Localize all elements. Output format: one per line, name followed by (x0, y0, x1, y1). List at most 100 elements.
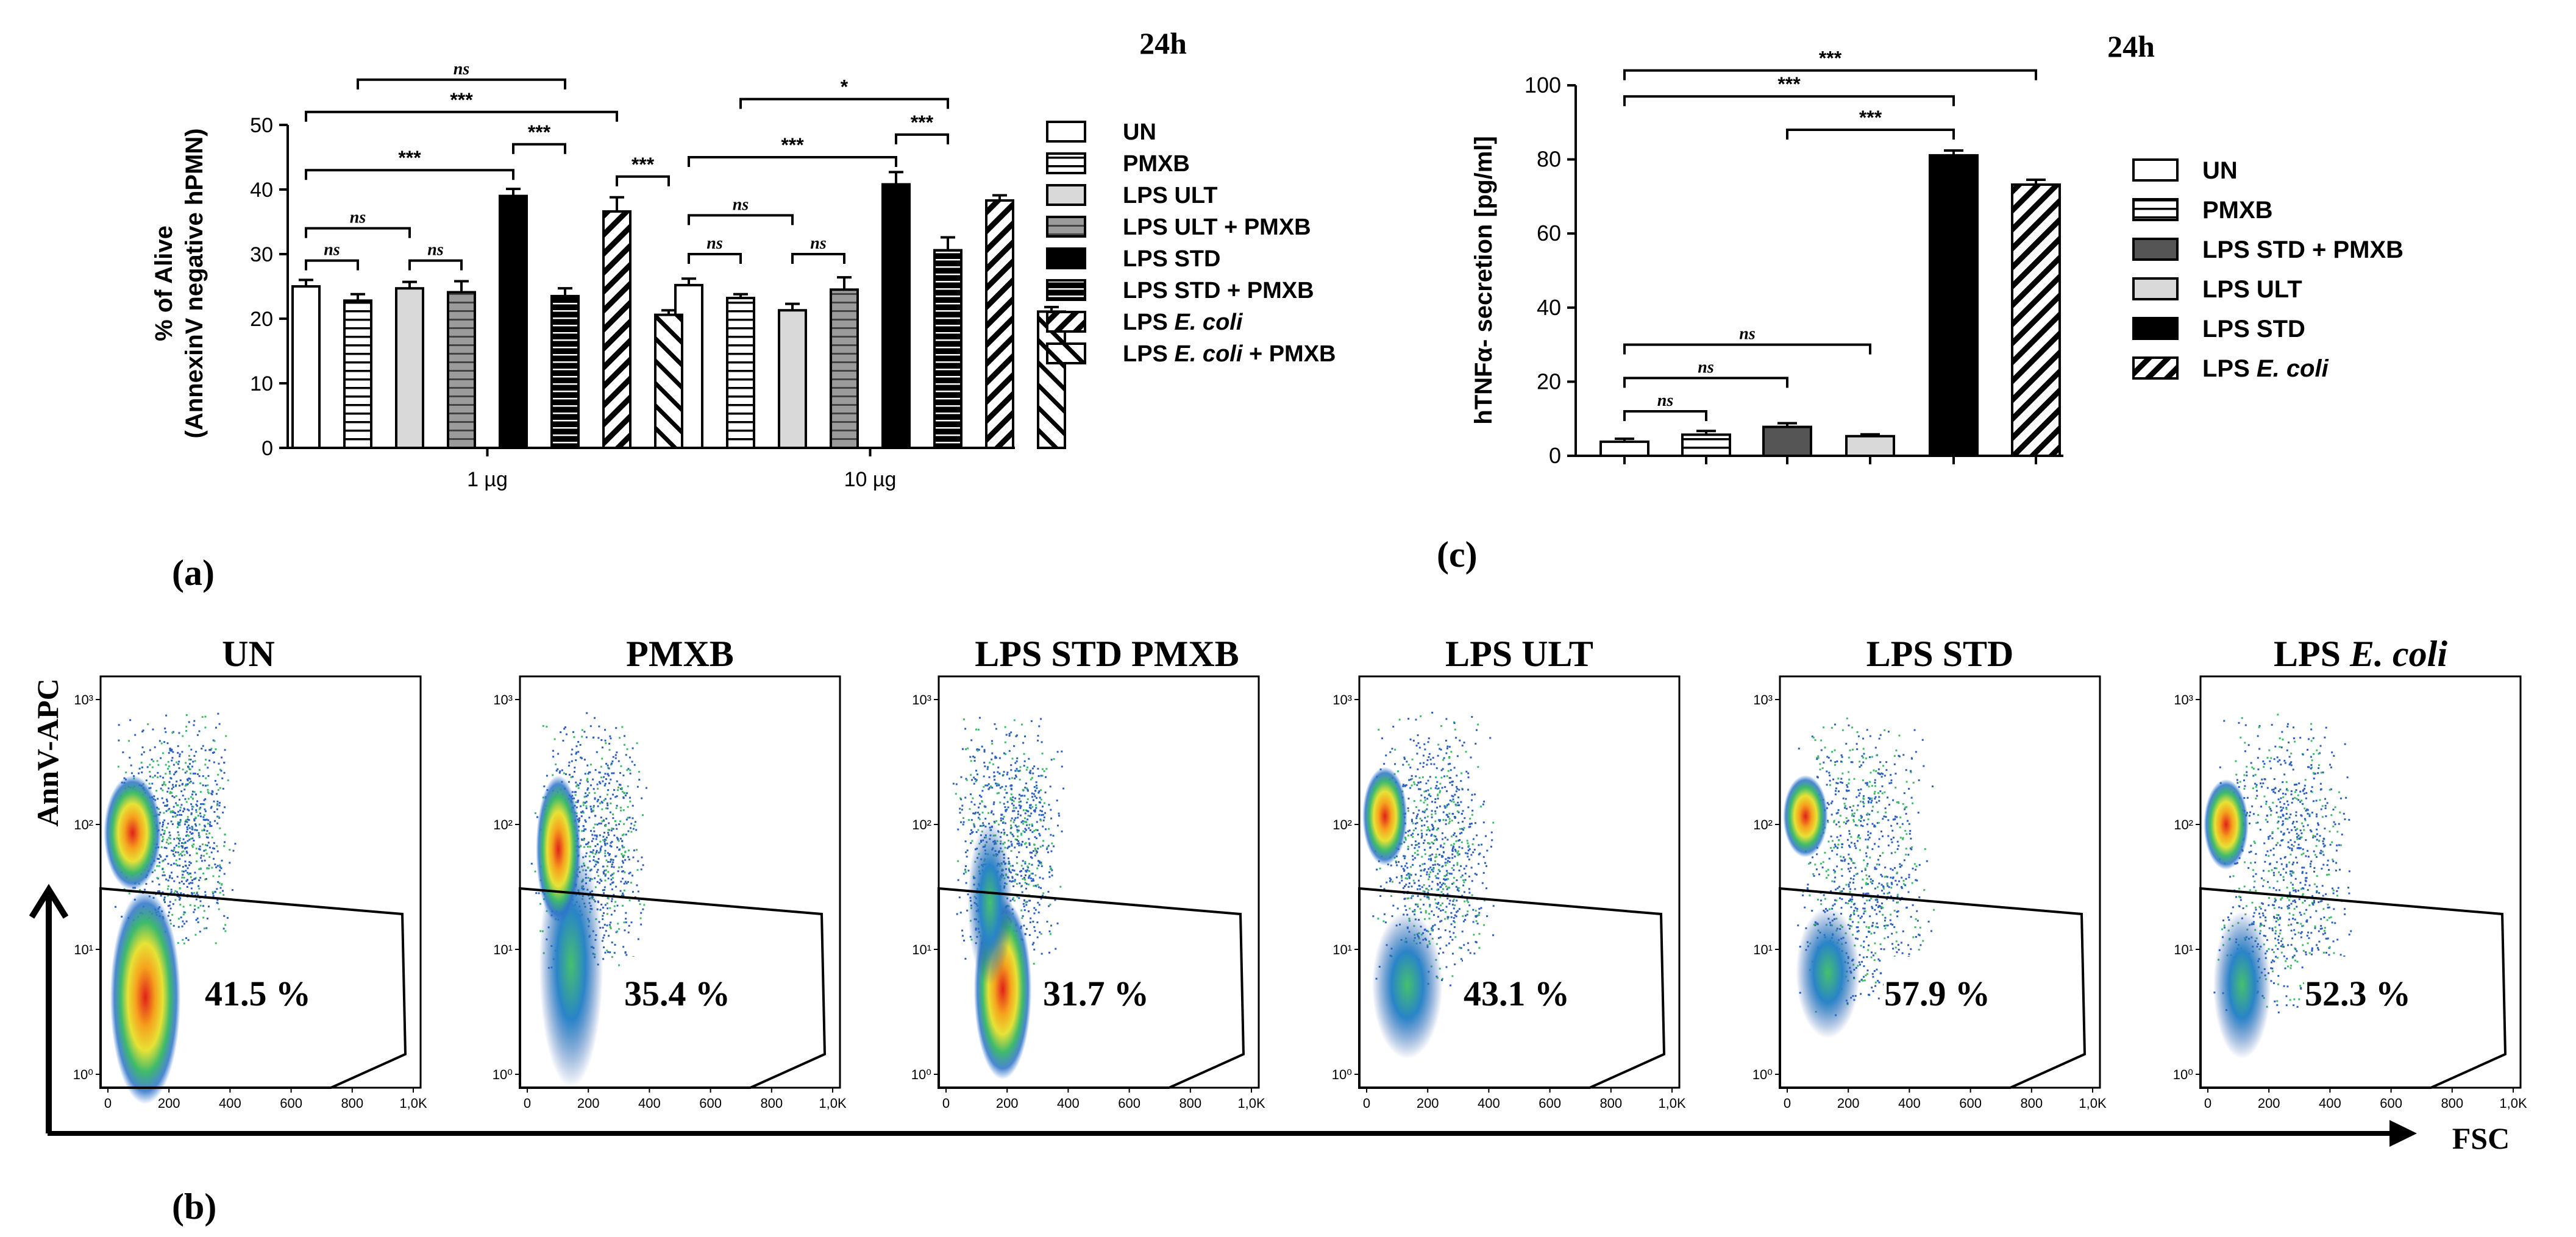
event-dot (2253, 912, 2255, 914)
panel-a-ylabel-line2: (AnnexinV negative hPMN) (181, 129, 208, 439)
event-dot (1042, 840, 1045, 842)
event-dot (1409, 767, 1412, 769)
event-dot (1017, 835, 1019, 837)
event-dot (1885, 924, 1887, 927)
event-dot (1397, 770, 1399, 773)
event-dot (575, 753, 577, 755)
event-dot (194, 760, 196, 762)
event-dot (1461, 895, 1464, 897)
event-dot (1016, 838, 1019, 841)
event-dot (186, 846, 188, 849)
bar (447, 291, 476, 450)
event-dot (1468, 888, 1470, 890)
event-dot (221, 756, 223, 759)
event-dot (973, 826, 976, 828)
event-dot (202, 745, 204, 747)
event-dot (1910, 771, 1912, 773)
event-dot (1862, 896, 1864, 898)
event-dot (1418, 842, 1420, 845)
event-dot (184, 864, 187, 867)
event-dot (1011, 898, 1014, 901)
x-tick-label: 800 (341, 1096, 363, 1111)
event-dot (1841, 874, 1843, 877)
bar (1929, 154, 1979, 458)
event-dot (1875, 868, 1877, 870)
event-dot (603, 840, 606, 843)
event-dot (1028, 842, 1031, 845)
event-dot (179, 798, 181, 801)
event-dot (217, 712, 219, 715)
event-dot (1863, 803, 1865, 805)
event-dot (1470, 823, 1473, 825)
event-dot (1429, 854, 1432, 857)
bar (602, 210, 632, 449)
event-dot (1915, 935, 1917, 938)
event-dot (960, 798, 962, 801)
event-dot (167, 809, 169, 811)
event-dot (580, 811, 582, 813)
event-dot (1436, 889, 1439, 891)
event-dot (1015, 735, 1017, 737)
event-dot (575, 745, 578, 748)
event-dot (611, 873, 614, 876)
event-dot (1466, 913, 1468, 916)
event-dot (218, 908, 220, 910)
event-dot (1862, 779, 1864, 781)
event-dot (1905, 906, 1908, 909)
event-dot (1862, 956, 1865, 959)
event-dot (117, 765, 119, 768)
event-dot (618, 964, 621, 966)
event-dot (1051, 869, 1053, 871)
event-dot (1462, 959, 1464, 962)
event-dot (967, 870, 970, 872)
event-dot (1883, 924, 1885, 927)
event-dot (185, 801, 188, 803)
event-dot (171, 748, 173, 751)
event-dot (1895, 940, 1898, 943)
event-dot (971, 840, 973, 842)
event-dot (1829, 784, 1832, 786)
event-dot (169, 901, 171, 903)
event-dot (1018, 801, 1020, 803)
event-dot (194, 829, 196, 831)
event-dot (1441, 856, 1443, 858)
event-dot (1908, 823, 1910, 825)
event-dot (1862, 946, 1865, 948)
event-dot (166, 826, 168, 829)
event-dot (1028, 874, 1031, 877)
event-dot (619, 788, 622, 790)
event-dot (1852, 903, 1855, 906)
significance-label: ns (324, 241, 340, 260)
event-dot (1037, 886, 1040, 888)
event-dot (1891, 877, 1894, 879)
event-dot (1040, 774, 1042, 777)
event-dot (208, 864, 210, 867)
event-dot (179, 840, 181, 842)
event-dot (1041, 895, 1044, 897)
event-dot (1868, 926, 1870, 929)
event-dot (163, 898, 166, 901)
event-dot (603, 873, 605, 875)
event-dot (624, 859, 627, 861)
event-dot (206, 845, 208, 847)
event-dot (1841, 860, 1843, 862)
event-dot (1422, 904, 1425, 906)
event-dot (1908, 876, 1910, 879)
event-dot (1050, 817, 1053, 820)
event-dot (1410, 834, 1412, 836)
gate-label-box (204, 957, 311, 1030)
x-tick-label: 400 (1478, 1096, 1500, 1111)
event-dot (1422, 765, 1425, 768)
event-dot (2285, 781, 2288, 783)
event-dot (2257, 768, 2260, 771)
event-dot (149, 749, 151, 751)
event-dot (597, 737, 600, 739)
event-dot (1428, 842, 1430, 845)
event-dot (1449, 899, 1451, 902)
event-dot (188, 754, 190, 757)
event-dot (1033, 809, 1035, 812)
event-dot (1844, 807, 1846, 809)
event-dot (1415, 827, 1417, 829)
event-dot (962, 873, 965, 875)
event-dot (991, 787, 994, 789)
